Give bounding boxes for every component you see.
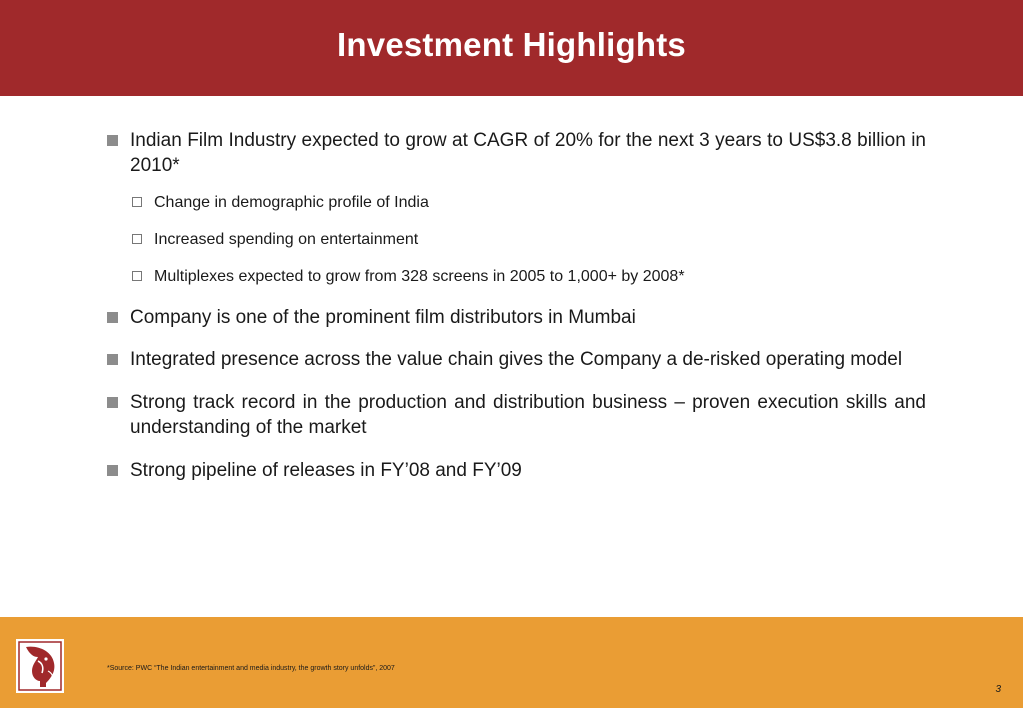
square-bullet-icon: [107, 354, 118, 365]
sub-bullet-item: Multiplexes expected to grow from 328 sc…: [106, 266, 926, 288]
square-bullet-icon: [107, 135, 118, 146]
sub-bullet-item: Increased spending on entertainment: [106, 229, 926, 251]
bullet-item: Strong pipeline of releases in FY’08 and…: [106, 458, 926, 483]
hollow-square-bullet-icon: [132, 234, 142, 244]
bullet-item: Indian Film Industry expected to grow at…: [106, 128, 926, 178]
sub-bullet-item: Change in demographic profile of India: [106, 192, 926, 214]
bullet-text: Strong pipeline of releases in FY’08 and…: [130, 460, 522, 481]
footer-bar: *Source: PWC “The Indian entertainment a…: [0, 617, 1023, 708]
bullet-item: Strong track record in the production an…: [106, 390, 926, 440]
header-bar: Investment Highlights: [0, 0, 1023, 96]
elephant-logo-icon: [16, 639, 64, 693]
source-footnote: *Source: PWC “The Indian entertainment a…: [107, 665, 395, 672]
slide-title: Investment Highlights: [337, 26, 686, 63]
square-bullet-icon: [107, 465, 118, 476]
square-bullet-icon: [107, 312, 118, 323]
bullet-list: Indian Film Industry expected to grow at…: [106, 128, 926, 483]
bullet-text: Integrated presence across the value cha…: [130, 349, 903, 370]
hollow-square-bullet-icon: [132, 197, 142, 207]
bullet-item: Integrated presence across the value cha…: [106, 347, 926, 372]
hollow-square-bullet-icon: [132, 271, 142, 281]
bullet-text: Indian Film Industry expected to grow at…: [130, 130, 926, 176]
bullet-item: Company is one of the prominent film dis…: [106, 305, 926, 330]
bullet-text: Company is one of the prominent film dis…: [130, 307, 636, 328]
page-number: 3: [995, 684, 1001, 695]
sub-bullet-text: Multiplexes expected to grow from 328 sc…: [154, 268, 685, 285]
bullet-text: Strong track record in the production an…: [130, 392, 926, 438]
sub-bullet-text: Change in demographic profile of India: [154, 194, 429, 211]
square-bullet-icon: [107, 397, 118, 408]
sub-bullet-text: Increased spending on entertainment: [154, 231, 419, 248]
